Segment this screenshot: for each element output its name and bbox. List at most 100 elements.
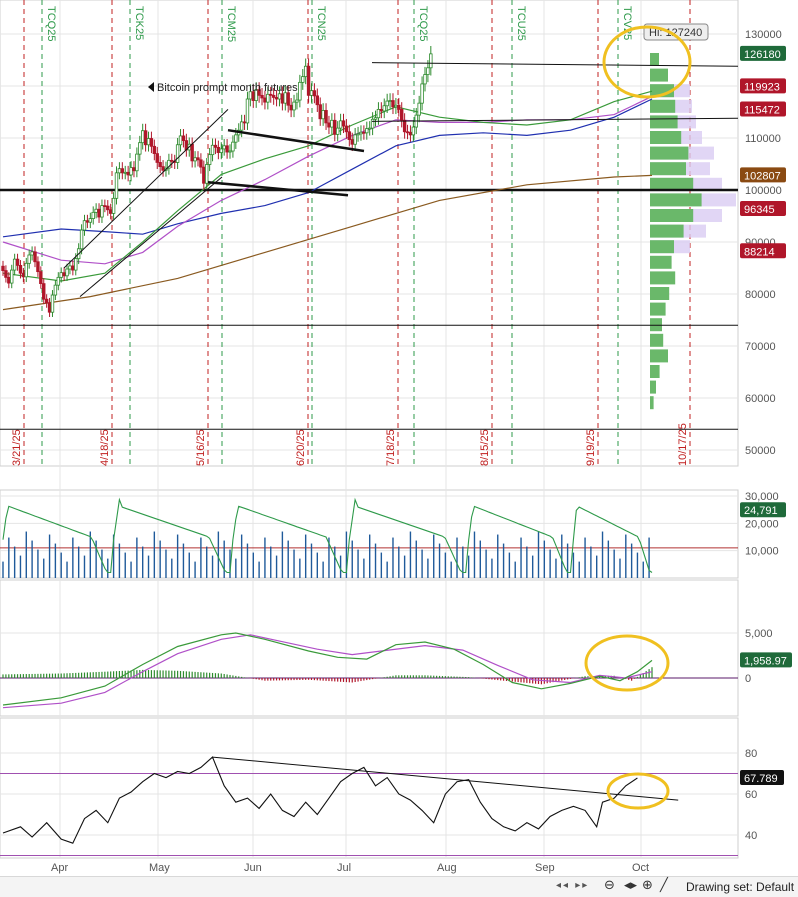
candle-body bbox=[260, 94, 264, 99]
expiry-date-label: 6/20/25 bbox=[295, 429, 307, 466]
volume-profile-bar bbox=[650, 162, 686, 176]
candle-body bbox=[397, 104, 401, 110]
candle-body bbox=[82, 220, 87, 231]
volume-value-tag bbox=[740, 502, 786, 518]
annotation-arrow-icon bbox=[148, 82, 154, 92]
macd-value-tag bbox=[740, 652, 792, 668]
candle-body bbox=[420, 83, 424, 104]
price-tick-label: 130000 bbox=[745, 29, 782, 41]
candle-body bbox=[370, 118, 375, 129]
candle-body bbox=[292, 101, 296, 111]
candle-body bbox=[106, 205, 110, 211]
candle-body bbox=[33, 251, 37, 263]
candle-body bbox=[411, 126, 416, 136]
triangle-lower-line bbox=[207, 180, 349, 197]
contract-label: TCU25 bbox=[515, 6, 527, 41]
candle-body bbox=[266, 93, 270, 103]
contract-label: TCM25 bbox=[225, 6, 237, 42]
candle-body bbox=[132, 167, 136, 172]
price-tick-label: 50000 bbox=[745, 445, 776, 457]
x-axis-label: Jul bbox=[337, 862, 351, 874]
price-tag bbox=[740, 201, 786, 217]
candle-body bbox=[216, 146, 221, 153]
candle-body bbox=[111, 197, 116, 214]
candle-body bbox=[257, 89, 261, 96]
channel-upper-line bbox=[63, 109, 229, 269]
candle-body bbox=[315, 95, 320, 106]
contract-label: TCQ25 bbox=[45, 6, 57, 41]
volume-profile-bar bbox=[650, 131, 682, 144]
candle-body bbox=[155, 153, 159, 163]
volume-profile-bar bbox=[650, 333, 664, 347]
candle-body bbox=[129, 167, 133, 176]
rsi-tick-label: 40 bbox=[745, 830, 757, 842]
contract-label: TCN25 bbox=[315, 6, 327, 41]
price-tick-label: 80000 bbox=[745, 289, 776, 301]
zoom-out-icon[interactable]: ⊖ bbox=[604, 878, 615, 893]
candle-body bbox=[21, 272, 26, 278]
candle-body bbox=[178, 135, 183, 146]
candle-body bbox=[44, 298, 49, 304]
crosshair-icon[interactable]: ⊕ bbox=[642, 878, 653, 893]
volume-tick-label: 10,000 bbox=[745, 546, 779, 558]
candle-body bbox=[312, 90, 317, 97]
pen-icon[interactable]: ╱ bbox=[660, 878, 668, 893]
candle-body bbox=[309, 90, 314, 96]
price-tag-label: 119923 bbox=[744, 81, 780, 93]
candle-body bbox=[373, 117, 378, 120]
candle-body bbox=[74, 258, 78, 271]
candle-body bbox=[303, 65, 308, 78]
x-axis-label: Sep bbox=[535, 862, 555, 874]
rsi-value-label: 67.789 bbox=[744, 773, 778, 785]
price-panel bbox=[0, 0, 739, 467]
volume-profile-bar bbox=[650, 365, 660, 378]
x-axis-label: Oct bbox=[632, 862, 649, 874]
macd-highlight-ellipse bbox=[584, 634, 670, 692]
candle-body bbox=[12, 258, 17, 271]
candle-body bbox=[347, 131, 352, 140]
price-tag-label: 126180 bbox=[744, 49, 781, 61]
volume-profile-bar bbox=[650, 68, 668, 82]
candle-body bbox=[382, 105, 386, 112]
candle-body bbox=[242, 121, 247, 124]
candle-body bbox=[219, 148, 223, 153]
candle-body bbox=[353, 134, 357, 145]
candle-body bbox=[114, 172, 119, 199]
candle-body bbox=[30, 251, 34, 256]
rsi-tick-label: 80 bbox=[745, 748, 757, 760]
price-tag-label: 115472 bbox=[744, 105, 780, 117]
drawing-set-label[interactable]: Drawing set: Default bbox=[686, 880, 795, 894]
chart-canvas: 5000060000700008000090000100000110000120… bbox=[0, 0, 792, 874]
candle-body bbox=[108, 209, 113, 214]
macd-panel bbox=[0, 579, 739, 717]
candle-body bbox=[359, 131, 363, 135]
volume-profile-bar bbox=[650, 349, 668, 363]
candle-body bbox=[47, 302, 52, 313]
candle-body bbox=[4, 270, 8, 278]
candle-body bbox=[18, 264, 23, 274]
candle-body bbox=[175, 144, 180, 163]
candle-body bbox=[400, 109, 404, 121]
candle-body bbox=[341, 120, 346, 127]
candle-body bbox=[91, 211, 95, 220]
x-axis-label: Aug bbox=[437, 862, 457, 874]
chart-toolbar: ◂◂ ▸▸ ⊖ ◂▸ ⊕ ╱ Drawing set: Default bbox=[0, 876, 798, 897]
candle-body bbox=[207, 154, 212, 165]
candle-body bbox=[327, 122, 331, 128]
price-tag-label: 96345 bbox=[744, 204, 775, 216]
volume-profile-bar bbox=[650, 115, 678, 129]
play-pause-icon[interactable]: ◂▸ bbox=[624, 878, 638, 893]
candle-body bbox=[286, 92, 290, 106]
range-mid-line bbox=[371, 117, 739, 122]
candle-body bbox=[167, 159, 171, 169]
candle-body bbox=[228, 150, 232, 153]
candle-body bbox=[210, 144, 215, 156]
candle-body bbox=[158, 162, 162, 168]
candle-body bbox=[65, 268, 69, 277]
candle-body bbox=[213, 144, 218, 148]
scroll-buttons[interactable]: ◂◂ ▸▸ bbox=[556, 880, 590, 891]
candle-body bbox=[245, 98, 250, 124]
macd-line bbox=[2, 632, 653, 706]
channel-lower-line bbox=[79, 176, 223, 297]
price-tag-label: 88214 bbox=[744, 246, 775, 258]
